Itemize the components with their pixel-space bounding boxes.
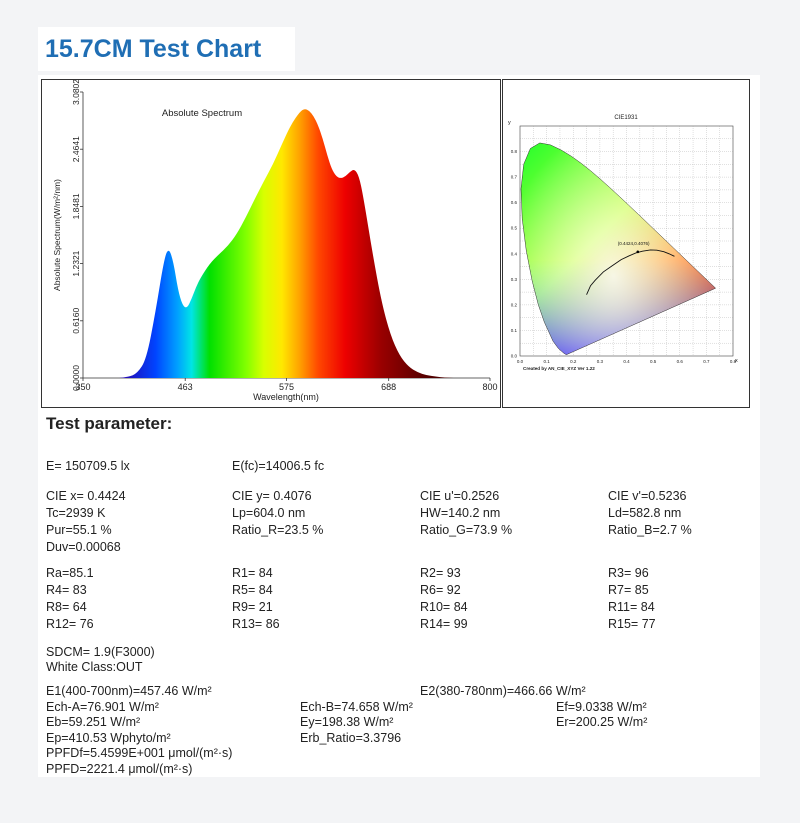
param-ef: Ef=9.0338 W/m² [556, 700, 647, 714]
cie-x-tick-label: 0.6 [677, 359, 684, 364]
param-r2: R2= 93 [420, 566, 461, 580]
param-er: Er=200.25 W/m² [556, 715, 648, 729]
cie-y-tick-label: 0.8 [511, 149, 518, 154]
spectrum-y-tick-label: 1.2321 [71, 250, 81, 276]
spectrum-y-tick-label: 0.6160 [71, 308, 81, 334]
test-parameters: Test parameter: E= 150709.5 lx E(fc)=140… [38, 75, 760, 777]
spectrum-x-tick-label: 575 [279, 382, 294, 392]
cie-x-tick-label: 0.2 [570, 359, 577, 364]
cie-measured-point [636, 250, 640, 254]
spectrum-y-tick-label: 3.0802 [71, 80, 81, 105]
param-lp: Lp=604.0 nm [232, 506, 306, 520]
planckian-locus [586, 249, 675, 295]
param-sdcm: SDCM= 1.9(F3000) [46, 645, 155, 659]
param-r1: R1= 84 [232, 566, 273, 580]
cie-chart: CIE1931 y x 0.0 0.1 0.2 0.3 0.4 0.5 0.6 0.7 0.8 0… [508, 115, 738, 371]
param-tc: Tc=2939 K [46, 506, 106, 520]
param-hw: HW=140.2 nm [420, 506, 501, 520]
param-r7: R7= 85 [608, 583, 649, 597]
param-ep: Ep=410.53 Wphyto/m² [46, 731, 171, 745]
spectrum-x-tick-label: 800 [482, 382, 497, 392]
param-cie-u: CIE u'=0.2526 [420, 489, 500, 503]
spectrum-x-tick-label: 463 [178, 382, 193, 392]
param-r6: R6= 92 [420, 583, 461, 597]
cie-x-tick-label: 0.5 [650, 359, 657, 364]
spectrum-title: Absolute Spectrum [162, 108, 242, 119]
param-e2: E2(380-780nm)=466.66 W/m² [420, 684, 586, 698]
param-r4: R4= 83 [46, 583, 87, 597]
param-r5: R5= 84 [232, 583, 273, 597]
param-e1: E1(400-700nm)=457.46 W/m² [46, 684, 212, 698]
param-efc: E(fc)=14006.5 fc [232, 459, 325, 473]
param-cie-y: CIE y= 0.4076 [232, 489, 312, 503]
spectrum-x-axis-label: Wavelength(nm) [253, 392, 319, 402]
param-eb: Eb=59.251 W/m² [46, 715, 141, 729]
cie-chart-panel: CIE1931 y x 0.0 0.1 0.2 0.3 0.4 0.5 0.6 0.7 0.8 0… [502, 79, 750, 408]
param-ech-b: Ech-B=74.658 W/m² [300, 700, 413, 714]
test-parameter-heading: Test parameter: [46, 414, 173, 433]
cie-y-tick-label: 0.5 [511, 226, 518, 231]
cie-y-tick-label: 0.7 [511, 175, 518, 180]
param-r9: R9= 21 [232, 600, 273, 614]
cie-y-tick-label: 0.4 [511, 251, 518, 256]
param-ratio-g: Ratio_G=73.9 % [420, 523, 513, 537]
spectrum-area [119, 109, 454, 378]
cie-x-tick-label: 0.4 [623, 359, 630, 364]
param-r13: R13= 86 [232, 617, 280, 631]
param-ld: Ld=582.8 nm [608, 506, 682, 520]
cie-y-tick-label: 0.3 [511, 277, 518, 282]
param-ech-a: Ech-A=76.901 W/m² [46, 700, 159, 714]
spectrum-chart-panel: Absolute Spectrum Absolute Spectrum(W/m²… [41, 79, 501, 408]
spectrum-x-tick-label: 350 [75, 382, 90, 392]
cie-y-tick-label: 0.2 [511, 302, 518, 307]
cie-credit: Created by AN_CIE_XYZ Ver 1.22 [523, 366, 595, 371]
param-r12: R12= 76 [46, 617, 94, 631]
cie-y-tick-label: 0.1 [511, 328, 518, 333]
spectrum-y-axis-label: Absolute Spectrum(W/m²/nm) [52, 179, 62, 291]
spectrum-x-tick-label: 688 [381, 382, 396, 392]
param-ra: Ra=85.1 [46, 566, 94, 580]
cie-x-tick-label: 0.1 [543, 359, 550, 364]
cie-x-tick-label: 0.8 [730, 359, 737, 364]
param-ppfd: PPFD=2221.4 μmol/(m²·s) [46, 762, 193, 776]
page-title: 15.7CM Test Chart [38, 27, 295, 71]
cie-spectral-locus [520, 142, 717, 356]
cie-point-label: (0.4424,0.4076) [618, 241, 650, 246]
param-r10: R10= 84 [420, 600, 468, 614]
cie-y-tick-label: 0.6 [511, 200, 518, 205]
cie-x-tick-label: 0.7 [703, 359, 710, 364]
param-r3: R3= 96 [608, 566, 649, 580]
param-pur: Pur=55.1 % [46, 523, 112, 537]
spectrum-y-tick-label: 2.4641 [71, 136, 81, 162]
cie-x-tick-label: 0.0 [517, 359, 524, 364]
param-ratio-b: Ratio_B=2.7 % [608, 523, 692, 537]
cie-x-label: x [735, 358, 738, 364]
cie-y-label: y [508, 120, 511, 126]
param-r11: R11= 84 [608, 600, 655, 614]
cie-title: CIE1931 [614, 115, 638, 121]
param-white-class: White Class:OUT [46, 660, 143, 674]
param-duv: Duv=0.00068 [46, 540, 121, 554]
param-ey: Ey=198.38 W/m² [300, 715, 394, 729]
param-r8: R8= 64 [46, 600, 87, 614]
report-sheet: Absolute Spectrum Absolute Spectrum(W/m²… [38, 75, 760, 777]
cie-y-tick-label: 0.0 [511, 354, 518, 359]
param-cie-x: CIE x= 0.4424 [46, 489, 126, 503]
param-ppfdf: PPFDf=5.4599E+001 μmol/(m²·s) [46, 746, 233, 760]
param-ratio-r: Ratio_R=23.5 % [232, 523, 324, 537]
cie-x-tick-label: 0.3 [597, 359, 604, 364]
spectrum-y-tick-label: 1.8481 [71, 193, 81, 219]
param-cie-v: CIE v'=0.5236 [608, 489, 687, 503]
spectrum-y-tick-label: 0.0000 [71, 365, 81, 391]
param-erb-ratio: Erb_Ratio=3.3796 [300, 731, 402, 745]
param-r15: R15= 77 [608, 617, 656, 631]
param-e: E= 150709.5 lx [46, 459, 130, 473]
spectrum-chart: Absolute Spectrum Absolute Spectrum(W/m²… [52, 79, 498, 402]
param-r14: R14= 99 [420, 617, 468, 631]
